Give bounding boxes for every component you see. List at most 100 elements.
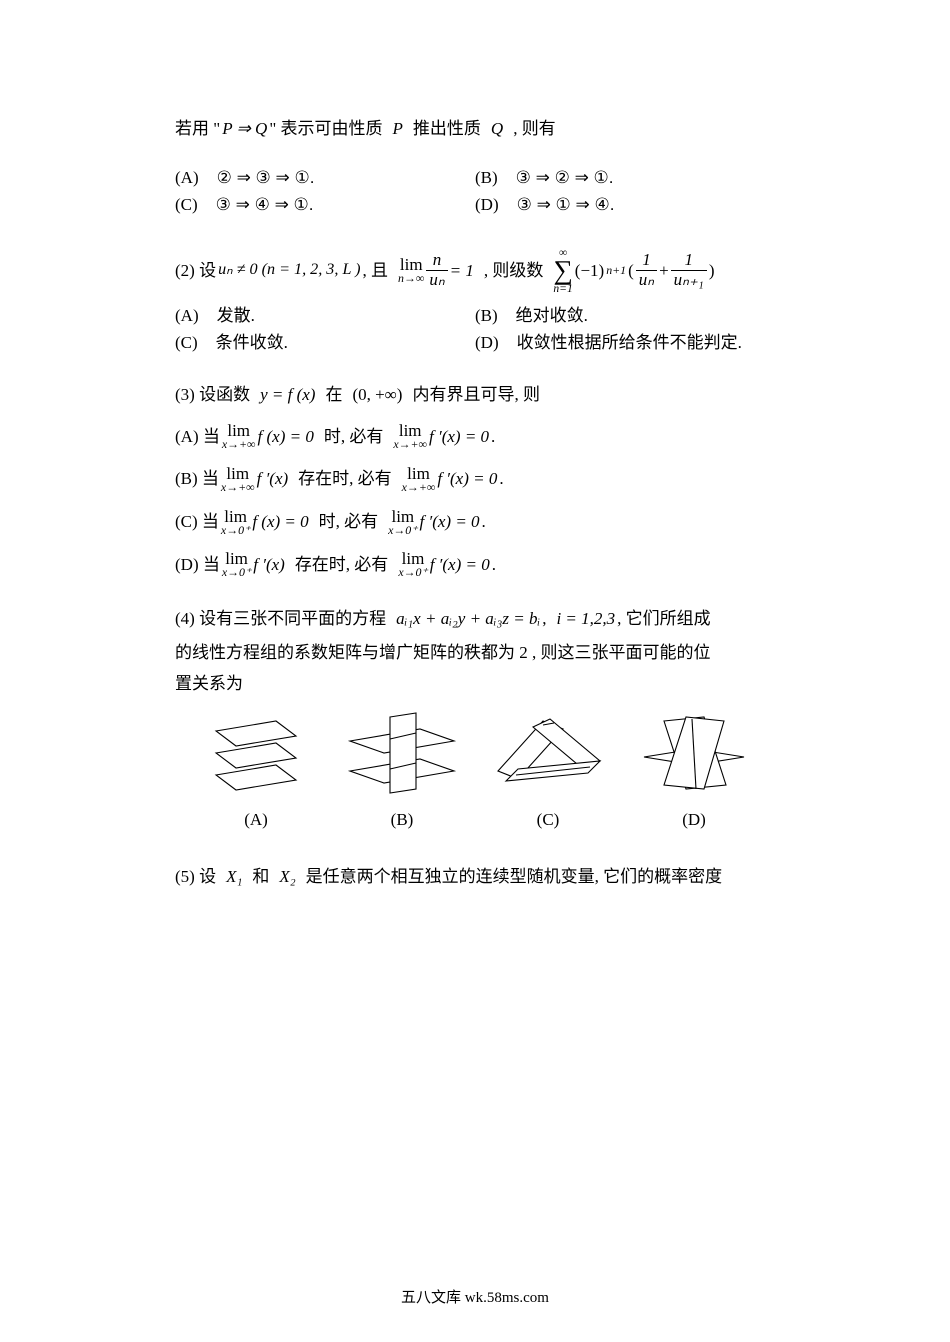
q3-A-lim1: lim x→+∞ — [222, 422, 256, 451]
q2-frac: n uₙ — [426, 251, 447, 289]
q3-A-f1: f (x) = 0 — [258, 423, 314, 450]
q4-D-label: (D) — [621, 806, 767, 833]
intro-pre: 若用 " — [175, 115, 220, 142]
q3-opt-c: (C) 当 lim x→0⁺ f (x) = 0 时, 必有 lim x→0⁺ … — [175, 508, 775, 537]
q4-label: (4) 设有三张不同平面的方程 — [175, 605, 386, 632]
q4-stem-l2: 的线性方程组的系数矩阵与增广矩阵的秩都为 2 , 则这三张平面可能的位 — [175, 639, 775, 666]
q2-mid: , 则级数 — [484, 257, 544, 284]
q2-D-text: 收敛性根据所给条件不能判定. — [517, 329, 742, 356]
q2-frac-num: n — [426, 251, 447, 271]
q2-stem: (2) 设 uₙ ≠ 0 (n = 1, 2, 3, L ) , 且 lim n… — [175, 247, 775, 295]
q3-C-f1: f (x) = 0 — [252, 508, 308, 535]
q5-stem: (5) 设 X₁ 和 X₂ 是任意两个相互独立的连续型随机变量, 它们的概率密度 — [175, 863, 775, 890]
q2-sum: ∞ ∑ n=1 — [553, 247, 572, 295]
q2-f1: 1 uₙ — [636, 251, 657, 289]
q2-f1n: 1 — [636, 251, 657, 271]
q4-diagram-d: (D) — [621, 711, 767, 833]
q4-post: , 它们所组成 — [617, 605, 711, 632]
q2-sum-bot: n=1 — [553, 283, 572, 295]
q5-x1: X₁ — [226, 863, 242, 890]
q3-B-f2: f ′(x) = 0 — [437, 465, 497, 492]
planes-b-icon — [342, 711, 462, 796]
q2-un: uₙ ≠ 0 (n = 1, 2, 3, L ) — [218, 257, 360, 283]
q3-B-label: (B) 当 — [175, 465, 219, 492]
q2-C-text: 条件收敛. — [216, 329, 288, 356]
q3-C-label: (C) 当 — [175, 508, 219, 535]
q3-B-f1: f ′(x) — [257, 465, 289, 492]
q3-opt-a: (A) 当 lim x→+∞ f (x) = 0 时, 必有 lim x→+∞ … — [175, 422, 775, 451]
q2-opt-d: (D) 收敛性根据所给条件不能判定. — [475, 329, 775, 356]
q2-f2n: 1 — [671, 251, 707, 271]
q2-frac-den: uₙ — [426, 271, 447, 290]
q3-D-f1: f ′(x) — [253, 551, 285, 578]
q2-A-label: (A) — [175, 302, 199, 329]
q2-rp: ) — [709, 257, 715, 284]
q3-interval: (0, +∞) — [352, 381, 402, 408]
q2-B-label: (B) — [475, 302, 498, 329]
q4-diagrams: (A) (B) (C) (D) — [175, 711, 775, 833]
q2-f2d: uₙ₊₁ — [671, 271, 707, 290]
intro-pq: P ⇒ Q — [222, 115, 267, 142]
q3-stem: (3) 设函数 y = f (x) 在 (0, +∞) 内有界且可导, 则 — [175, 381, 775, 408]
q2-plus: + — [659, 257, 669, 284]
q5-and: 和 — [252, 863, 269, 890]
q1-A-label: (A) — [175, 164, 199, 191]
q5-post: 是任意两个相互独立的连续型随机变量, 它们的概率密度 — [306, 863, 723, 890]
planes-d-icon — [634, 711, 754, 796]
q3-A-label: (A) 当 — [175, 423, 220, 450]
q3-D-f2: f ′(x) = 0 — [430, 551, 490, 578]
planes-a-icon — [206, 711, 306, 796]
q4-stem-l1: (4) 设有三张不同平面的方程 aᵢ₁x + aᵢ₂y + aᵢ₃z = bᵢ … — [175, 605, 775, 632]
q4-eq: aᵢ₁x + aᵢ₂y + aᵢ₃z = bᵢ — [396, 605, 540, 632]
q2-opt-b: (B) 绝对收敛. — [475, 302, 775, 329]
planes-c-icon — [488, 711, 608, 796]
q1-opt-b: (B) ③ ⇒ ② ⇒ ①. — [475, 164, 775, 191]
q2-label: (2) 设 — [175, 257, 216, 284]
q2-term1-sup: n+1 — [606, 261, 626, 280]
intro-line: 若用 " P ⇒ Q " 表示可由性质 P 推出性质 Q , 则有 — [175, 115, 775, 142]
q4-A-label: (A) — [183, 806, 329, 833]
intro-mid2: 推出性质 — [413, 115, 481, 142]
q1-C-text: ③ ⇒ ④ ⇒ ①. — [216, 191, 314, 218]
q3-C-mid: 时, 必有 — [319, 508, 379, 535]
q3-B-lim2: lim x→+∞ — [402, 465, 436, 494]
q2-lp: ( — [628, 257, 634, 284]
q4-diagram-a: (A) — [183, 711, 329, 833]
q3-opt-b: (B) 当 lim x→+∞ f ′(x) 存在时, 必有 lim x→+∞ f… — [175, 465, 775, 494]
q3-D-label: (D) 当 — [175, 551, 220, 578]
intro-Q: Q — [491, 115, 503, 142]
q4-stem-l3: 置关系为 — [175, 670, 775, 697]
q4-diagram-b: (B) — [329, 711, 475, 833]
q2-term1: (−1) — [575, 257, 604, 284]
q3-post: 内有界且可导, 则 — [412, 381, 540, 408]
q2-f1d: uₙ — [636, 271, 657, 290]
q3-D-lim1: lim x→0⁺ — [222, 550, 251, 579]
q4-B-label: (B) — [329, 806, 475, 833]
q1-B-text: ③ ⇒ ② ⇒ ①. — [516, 164, 614, 191]
q1-D-label: (D) — [475, 191, 499, 218]
q2-A-text: 发散. — [217, 302, 255, 329]
q2-opt-c: (C) 条件收敛. — [175, 329, 475, 356]
q2-lim: lim n→∞ — [398, 256, 424, 285]
q2-D-label: (D) — [475, 329, 499, 356]
q4-C-label: (C) — [475, 806, 621, 833]
q3-opt-d: (D) 当 lim x→0⁺ f ′(x) 存在时, 必有 lim x→0⁺ f… — [175, 550, 775, 579]
intro-post: , 则有 — [513, 115, 556, 142]
q3-D-end: . — [492, 551, 496, 578]
q2-lim-bot: n→∞ — [398, 273, 424, 285]
q1-opt-a: (A) ② ⇒ ③ ⇒ ①. — [175, 164, 475, 191]
sigma-icon: ∑ — [553, 258, 572, 282]
q2-B-text: 绝对收敛. — [516, 302, 588, 329]
q5-label: (5) 设 — [175, 863, 216, 890]
q3-B-mid: 存在时, 必有 — [298, 465, 392, 492]
q1-C-label: (C) — [175, 191, 198, 218]
q3-A-end: . — [491, 423, 495, 450]
q1-opt-d: (D) ③ ⇒ ① ⇒ ④. — [475, 191, 775, 218]
q2-comma: , 且 — [363, 257, 389, 284]
q4-comma: , — [542, 605, 546, 632]
q3-yfx: y = f (x) — [260, 381, 315, 408]
q4-idx: i = 1,2,3 — [556, 605, 615, 632]
q1-A-text: ② ⇒ ③ ⇒ ①. — [217, 164, 315, 191]
q1-B-label: (B) — [475, 164, 498, 191]
q3-A-f2: f ′(x) = 0 — [429, 423, 489, 450]
